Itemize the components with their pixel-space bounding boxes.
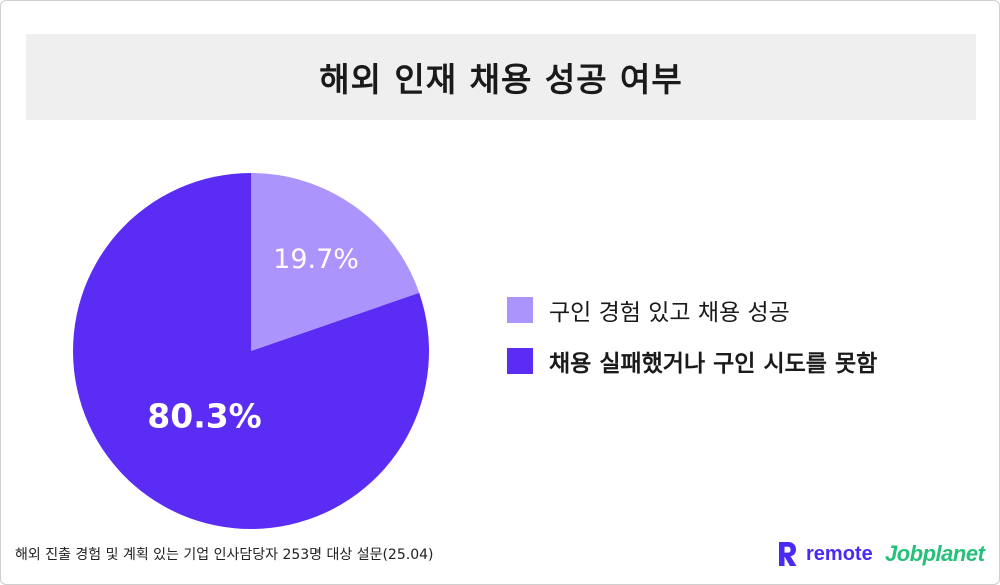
jobplanet-wordmark: Jobplanet bbox=[885, 541, 985, 566]
pie-slice-success bbox=[251, 173, 420, 351]
remote-wordmark: remote bbox=[806, 542, 873, 565]
legend-item-success: 구인 경험 있고 채용 성공 bbox=[507, 293, 877, 327]
legend-swatch-failure bbox=[507, 348, 533, 374]
legend-item-failure: 채용 실패했거나 구인 시도를 못함 bbox=[507, 344, 877, 378]
survey-footnote: 해외 진출 경험 및 계획 있는 기업 인사담당자 253명 대상 설문(25.… bbox=[15, 547, 434, 563]
pie-label-failure: 80.3% bbox=[147, 397, 262, 436]
legend-label-success: 구인 경험 있고 채용 성공 bbox=[549, 300, 790, 326]
pie-chart: 19.7% 80.3% bbox=[73, 173, 430, 529]
chart-title: 해외 인재 채용 성공 여부 bbox=[319, 60, 683, 99]
pie-label-success: 19.7% bbox=[273, 244, 359, 275]
remote-r-icon bbox=[779, 542, 797, 566]
remote-logo: remote bbox=[776, 537, 873, 571]
pie-slice-failure bbox=[73, 173, 430, 529]
legend: 구인 경험 있고 채용 성공 채용 실패했거나 구인 시도를 못함 bbox=[507, 293, 877, 395]
title-bar: 해외 인재 채용 성공 여부 bbox=[26, 34, 976, 120]
legend-label-failure: 채용 실패했거나 구인 시도를 못함 bbox=[549, 351, 878, 377]
jobplanet-logo: Jobplanet bbox=[885, 537, 985, 571]
legend-swatch-success bbox=[507, 297, 533, 323]
